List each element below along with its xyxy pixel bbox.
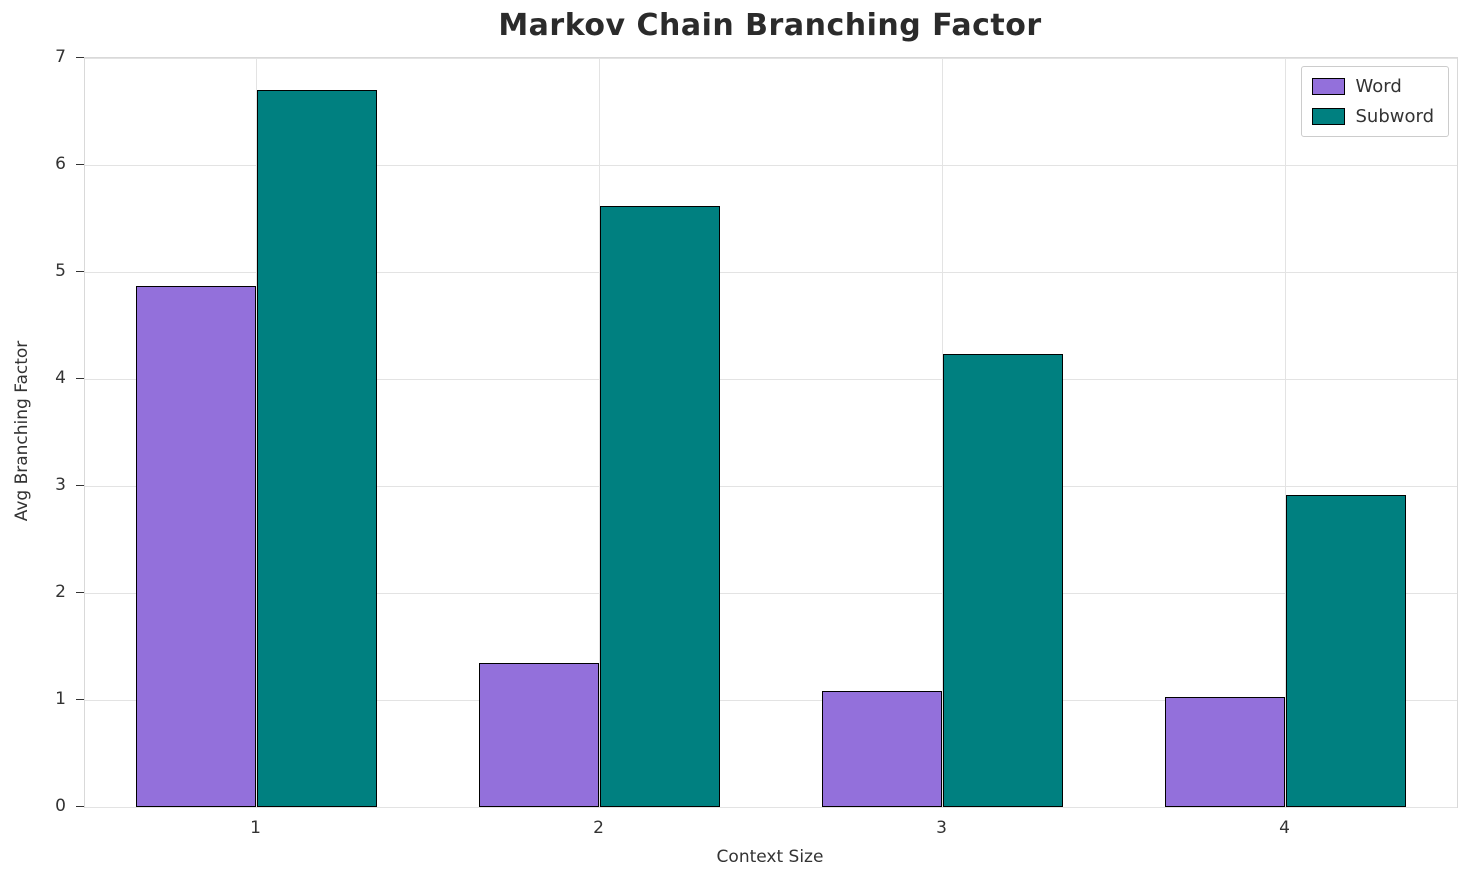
y-tick-mark (76, 270, 84, 272)
plot-area: Word Subword (84, 57, 1458, 808)
legend: Word Subword (1301, 66, 1449, 137)
x-gridline (1285, 58, 1286, 807)
y-tick-label: 0 (55, 796, 66, 816)
y-tick-label: 7 (55, 47, 66, 67)
bar-subword-context-2 (599, 205, 720, 807)
y-tick-label: 5 (55, 261, 66, 281)
y-gridline (85, 592, 1457, 594)
y-tick-mark (76, 484, 84, 486)
y-gridline (85, 485, 1457, 487)
y-gridline (85, 699, 1457, 701)
y-tick-mark (76, 56, 84, 58)
legend-label-subword: Subword (1355, 106, 1434, 127)
bar-word-context-2 (479, 662, 600, 807)
x-axis-label: Context Size (716, 847, 824, 867)
y-tick-label: 1 (55, 689, 66, 709)
y-tick-mark (76, 377, 84, 379)
bar-word-context-4 (1165, 696, 1286, 807)
x-tick-label: 2 (593, 818, 604, 838)
legend-item-word: Word (1312, 76, 1434, 97)
y-tick-label: 4 (55, 368, 66, 388)
y-gridline (85, 57, 1457, 59)
y-gridline (85, 378, 1457, 380)
legend-item-subword: Subword (1312, 106, 1434, 127)
x-tick-label: 3 (936, 818, 947, 838)
bar-subword-context-4 (1285, 494, 1406, 807)
y-tick-mark (76, 805, 84, 807)
legend-swatch-subword (1312, 108, 1346, 125)
y-tick-label: 2 (55, 582, 66, 602)
y-gridline (85, 164, 1457, 166)
x-tick-label: 4 (1279, 818, 1290, 838)
y-gridline (85, 271, 1457, 273)
bar-subword-context-3 (942, 354, 1063, 807)
y-tick-label: 3 (55, 475, 66, 495)
y-tick-mark (76, 591, 84, 593)
bar-subword-context-1 (256, 90, 377, 807)
chart-title: Markov Chain Branching Factor (498, 8, 1042, 43)
legend-label-word: Word (1355, 76, 1402, 97)
bar-word-context-1 (136, 285, 257, 807)
x-tick-label: 1 (250, 818, 261, 838)
y-tick-mark (76, 163, 84, 165)
legend-swatch-word (1312, 78, 1346, 95)
y-gridline (85, 806, 1457, 808)
y-tick-label: 6 (55, 154, 66, 174)
y-tick-mark (76, 698, 84, 700)
bar-word-context-3 (822, 691, 943, 807)
